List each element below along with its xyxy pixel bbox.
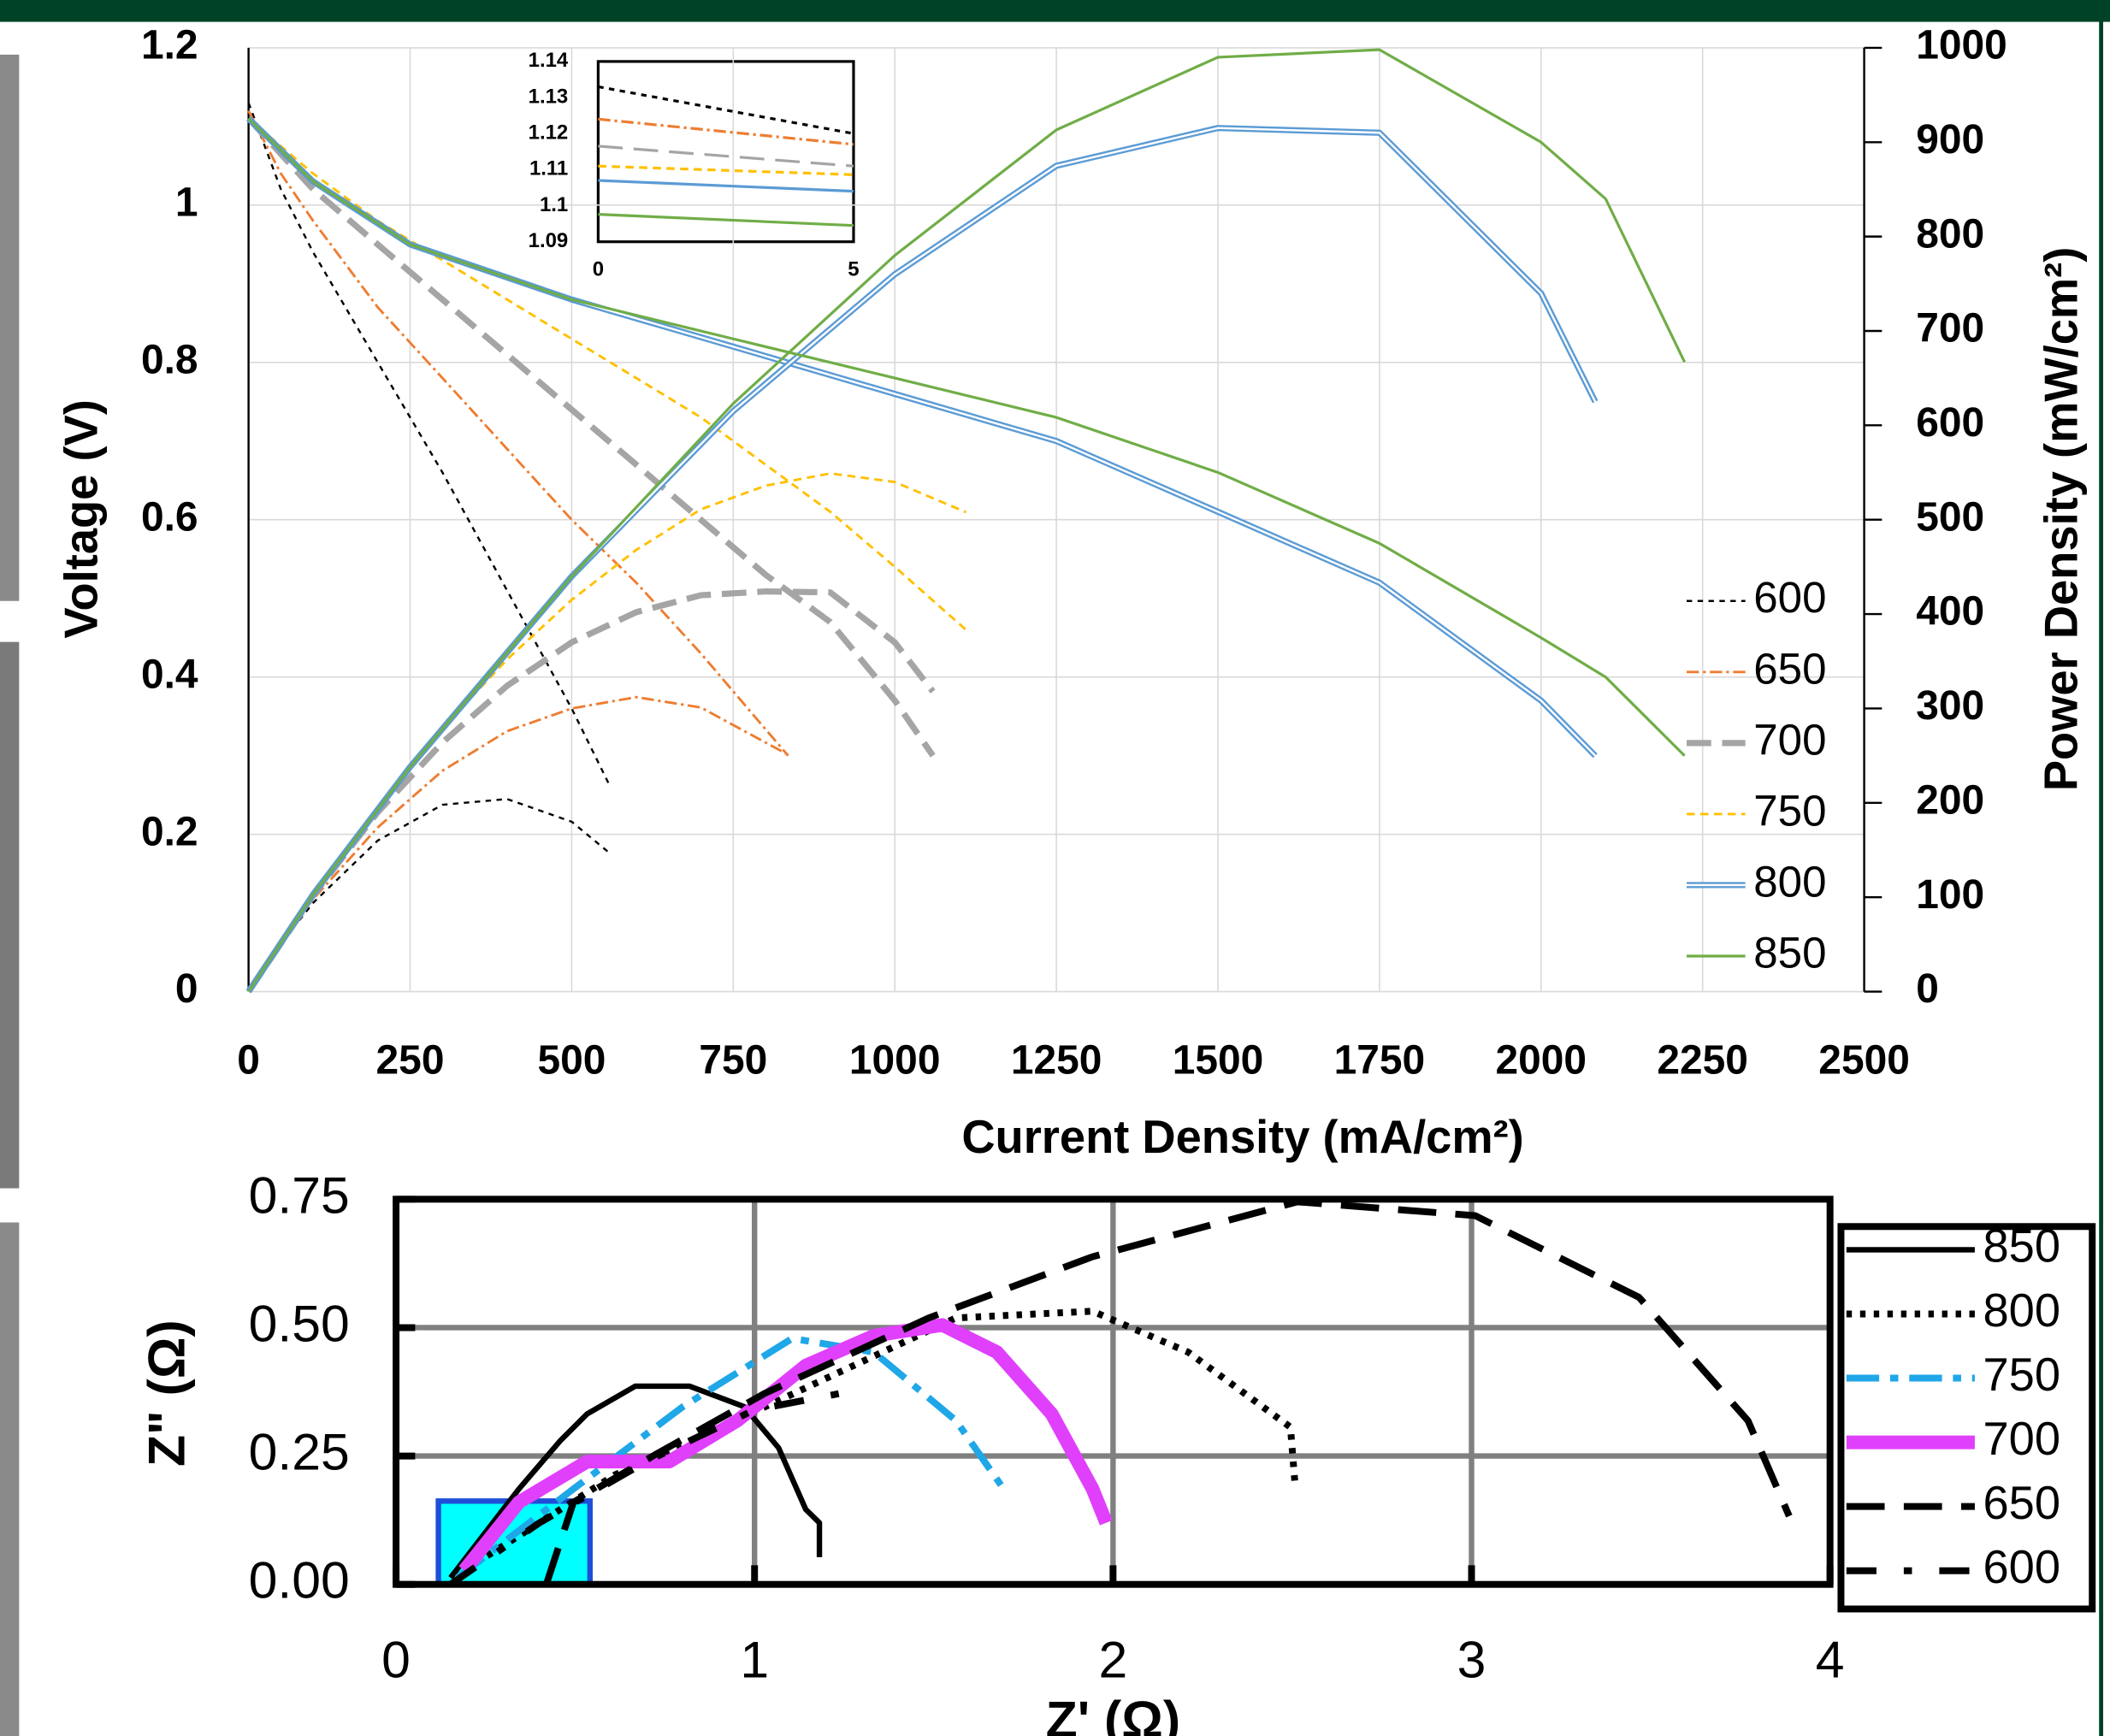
y2-axis-label: Power Density (mW/cm²): [2036, 247, 2088, 791]
y-tick-label: 0.4: [141, 652, 198, 697]
voltage-line: [247, 117, 1686, 757]
y2-tick-label: 500: [1916, 494, 1984, 540]
y-tick-label: 0.6: [141, 494, 198, 540]
y2-tick-label: 0: [1916, 966, 1939, 1012]
x-tick-label: 0: [381, 1630, 411, 1688]
y2-tick-label: 900: [1916, 117, 1984, 162]
x-tick-label: 2500: [1818, 1037, 1910, 1083]
x-tick-label: 1750: [1334, 1037, 1426, 1083]
impedance-line: [448, 1385, 863, 1587]
legend-label: 650: [1753, 644, 1826, 693]
x-tick-label: 1000: [849, 1037, 941, 1083]
legend-label: 750: [1753, 786, 1826, 835]
legend-label: 700: [1753, 715, 1826, 764]
side-image: [0, 641, 20, 1189]
x-axis-label: Current Density (mA/cm²): [961, 1111, 1523, 1163]
x-tick-label: 2: [1098, 1630, 1127, 1688]
inset-y-tick-label: 1.09: [529, 229, 569, 252]
inset-line: [598, 164, 854, 176]
x-tick-label: 2000: [1496, 1037, 1587, 1083]
legend-label: 650: [1983, 1477, 2061, 1529]
x-tick-label: 1250: [1011, 1037, 1102, 1083]
legend-label: 750: [1983, 1349, 2061, 1401]
legend-label: 800: [1983, 1284, 2061, 1337]
inset-line: [598, 179, 854, 193]
power-line: [247, 48, 1687, 993]
y2-tick-label: 600: [1916, 400, 1984, 446]
legend-label: 600: [1753, 573, 1826, 622]
y-tick-label: 0.50: [249, 1294, 350, 1352]
inset-y-tick-label: 1.14: [529, 49, 569, 72]
voltage-line: [247, 102, 612, 788]
x-tick-label: 0: [237, 1037, 260, 1083]
impedance-line: [448, 1383, 823, 1580]
inset-y-tick-label: 1.12: [529, 121, 569, 145]
x-tick-label: 250: [376, 1037, 445, 1083]
inset-y-tick-label: 1.11: [529, 157, 568, 180]
y2-tick-label: 800: [1916, 211, 1984, 257]
power-line: [247, 695, 789, 993]
legend-label: 600: [1983, 1541, 2061, 1593]
y-tick-label: 0.75: [249, 1166, 350, 1224]
y-axis-label: Z" (Ω): [138, 1320, 196, 1467]
y-tick-label: 0.8: [141, 337, 198, 382]
plot-frame: [393, 1196, 1834, 1588]
y-axis-label: Voltage (V): [55, 399, 107, 639]
impedance-line: [455, 1335, 1007, 1581]
y-tick-label: 0.00: [249, 1551, 350, 1609]
x-tick-label: 1: [740, 1630, 769, 1688]
y2-tick-label: 700: [1916, 306, 1984, 351]
x-axis-label: Z' (Ω): [1046, 1691, 1180, 1736]
side-image: [0, 54, 20, 601]
voltage-line: [247, 109, 789, 757]
x-tick-label: 3: [1457, 1630, 1486, 1688]
top-banner: [0, 0, 2110, 22]
legend-label: 850: [1983, 1220, 2061, 1272]
right-border: [2099, 0, 2104, 1736]
y-tick-label: 1: [175, 180, 198, 225]
legend-box: [1837, 1223, 2096, 1613]
x-tick-label: 4: [1816, 1630, 1845, 1688]
impedance-line: [458, 1318, 1113, 1575]
voltage-line: [245, 116, 936, 758]
legend-label: 800: [1753, 857, 1826, 906]
y2-tick-label: 200: [1916, 777, 1984, 823]
side-image: [0, 1222, 20, 1736]
legend-label: 700: [1983, 1413, 2061, 1465]
x-tick-label: 2250: [1657, 1037, 1748, 1083]
y2-tick-label: 1000: [1916, 23, 2007, 68]
y-tick-label: 0.2: [141, 809, 198, 854]
x-tick-label: 1500: [1173, 1037, 1264, 1083]
inset-line: [598, 117, 854, 146]
inset-line: [598, 212, 854, 227]
inset-frame: [596, 60, 855, 244]
x-tick-label: 500: [537, 1037, 606, 1083]
x-tick-label: 750: [699, 1037, 767, 1083]
y-tick-label: 0.25: [249, 1423, 350, 1481]
inset-y-tick-label: 1.13: [529, 85, 569, 108]
y2-tick-label: 100: [1916, 872, 1984, 918]
inset-x-tick-label: 0: [593, 258, 604, 281]
inset-x-tick-label: 5: [848, 258, 859, 281]
y-tick-label: 1.2: [141, 23, 198, 68]
inset-line: [598, 145, 854, 168]
y2-tick-label: 300: [1916, 683, 1984, 729]
power-line: [245, 588, 936, 994]
y2-tick-label: 400: [1916, 589, 1984, 635]
y-tick-label: 0: [175, 966, 198, 1012]
legend-label: 850: [1753, 929, 1826, 977]
inset-y-tick-label: 1.1: [540, 193, 568, 216]
